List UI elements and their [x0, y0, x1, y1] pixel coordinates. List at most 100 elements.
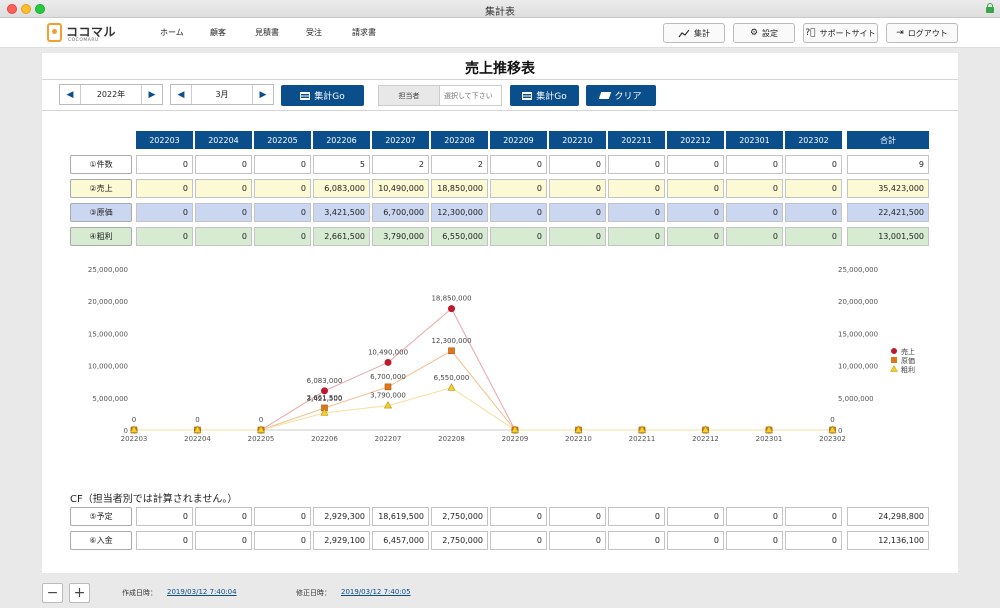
table-cell: 5 [313, 155, 370, 174]
table-cell: 0 [667, 179, 724, 198]
x-tick-label: 202208 [438, 435, 465, 443]
table-cell: 0 [195, 179, 252, 198]
data-label: 12,300,000 [431, 337, 471, 345]
modified-value[interactable]: 2019/03/12 7:40:05 [341, 588, 411, 596]
settings-button[interactable]: ⚙ 設定 [733, 23, 795, 43]
legend-marker-cost [891, 357, 897, 363]
created-value[interactable]: 2019/03/12 7:40:04 [167, 588, 237, 596]
zoom-in-button[interactable]: + [69, 583, 90, 603]
cf-row-label[interactable]: ⑤予定 [70, 507, 132, 526]
table-cell: 2 [431, 155, 488, 174]
legend-marker-profit [890, 365, 898, 372]
y-tick-label: 20,000,000 [88, 298, 128, 306]
row-label[interactable]: ④粗利 [70, 227, 132, 246]
month-next-button[interactable]: ▶ [259, 89, 267, 100]
table-cell: 0 [608, 179, 665, 198]
point-profit [510, 425, 520, 433]
nav-orders[interactable]: 受注 [306, 28, 322, 37]
logo[interactable]: ココマル COCOMARU [47, 22, 127, 46]
table-cell: 0 [136, 179, 193, 198]
table-cell: 0 [785, 203, 842, 222]
point-profit [193, 425, 202, 433]
cf-cell: 0 [136, 531, 193, 550]
aggregate-go-label: 集計Go [314, 92, 345, 102]
cf-row-label[interactable]: ⑥入金 [70, 531, 132, 550]
aggregate-go-button[interactable]: 集計Go [281, 85, 364, 106]
cf-cell: 0 [667, 531, 724, 550]
series-line-2 [134, 387, 833, 431]
cf-cell: 0 [254, 531, 311, 550]
cf-cell: 0 [490, 507, 547, 526]
point-sales [448, 305, 455, 313]
month-header: 202209 [490, 131, 547, 149]
table-cell: 0 [195, 203, 252, 222]
legend-marker-sales [891, 348, 897, 354]
zoom-window-button[interactable] [35, 4, 45, 14]
year-prev-button[interactable]: ◀ [66, 89, 74, 100]
minimize-window-button[interactable] [21, 4, 31, 14]
x-tick-label: 202204 [184, 435, 211, 443]
y-tick-label-right: 5,000,000 [838, 395, 874, 403]
nav-estimates[interactable]: 見積書 [255, 28, 279, 37]
nav-invoices[interactable]: 請求書 [352, 28, 376, 37]
table-cell: 0 [726, 227, 783, 246]
logo-text: ココマル [66, 25, 117, 39]
cf-cell: 0 [549, 531, 606, 550]
row-label[interactable]: ③原価 [70, 203, 132, 222]
row-label[interactable]: ②売上 [70, 179, 132, 198]
cf-cell: 0 [195, 507, 252, 526]
logout-button[interactable]: ⇥ ログアウト [886, 23, 958, 43]
year-next-button[interactable]: ▶ [148, 89, 156, 100]
y-tick-label: 0 [124, 427, 128, 435]
cf-cell: 0 [195, 531, 252, 550]
cf-cell: 0 [785, 507, 842, 526]
table-cell: 0 [785, 179, 842, 198]
support-site-button[interactable]: ?⃝ サポートサイト [803, 23, 878, 43]
lock-icon [986, 3, 994, 14]
staff-aggregate-go-label: 集計Go [536, 92, 567, 102]
logo-subtext: COCOMARU [68, 38, 99, 43]
summary-button[interactable]: 集計 [663, 23, 725, 43]
data-label: 6,083,000 [307, 377, 343, 385]
close-window-button[interactable] [7, 4, 17, 14]
table-cell: 0 [254, 155, 311, 174]
clear-button[interactable]: クリア [586, 85, 656, 106]
nav-home[interactable]: ホーム [160, 28, 184, 37]
table-cell: 0 [785, 155, 842, 174]
table-cell: 0 [608, 227, 665, 246]
table-cell: 0 [549, 227, 606, 246]
data-label: 0 [830, 416, 834, 424]
total-cell: 9 [847, 155, 929, 174]
row-label[interactable]: ①件数 [70, 155, 132, 174]
table-cell: 0 [490, 203, 547, 222]
staff-select-input[interactable] [440, 85, 502, 106]
staff-aggregate-go-button[interactable]: 集計Go [510, 85, 579, 106]
table-cell: 0 [667, 203, 724, 222]
created-label: 作成日時： [122, 589, 157, 597]
cf-cell: 0 [608, 531, 665, 550]
logo-mark-icon [47, 23, 62, 42]
y-tick-label: 10,000,000 [88, 363, 128, 371]
year-value: 2022年 [80, 85, 142, 104]
legend-label: 売上 [901, 347, 915, 356]
zoom-out-button[interactable]: − [42, 583, 63, 603]
nav-customers[interactable]: 顧客 [210, 28, 226, 37]
app-header: ココマル COCOMARU ホーム 顧客 見積書 受注 請求書 集計 ⚙ 設定 … [0, 18, 1000, 48]
table-cell: 0 [254, 227, 311, 246]
month-header: 202207 [372, 131, 429, 149]
cf-cell: 2,750,000 [431, 531, 488, 550]
cf-cell: 0 [785, 531, 842, 550]
cf-cell: 6,457,000 [372, 531, 429, 550]
window-title: 集計表 [485, 7, 515, 18]
table-cell: 0 [195, 155, 252, 174]
cf-cell: 2,750,000 [431, 507, 488, 526]
data-label: 2,661,500 [307, 394, 343, 402]
month-prev-button[interactable]: ◀ [177, 89, 185, 100]
point-cost [448, 347, 455, 355]
cf-cell: 18,619,500 [372, 507, 429, 526]
table-icon [522, 91, 533, 100]
y-tick-label-right: 10,000,000 [838, 363, 878, 371]
data-label: 10,490,000 [368, 348, 408, 356]
table-cell: 0 [254, 203, 311, 222]
cf-cell: 0 [254, 507, 311, 526]
